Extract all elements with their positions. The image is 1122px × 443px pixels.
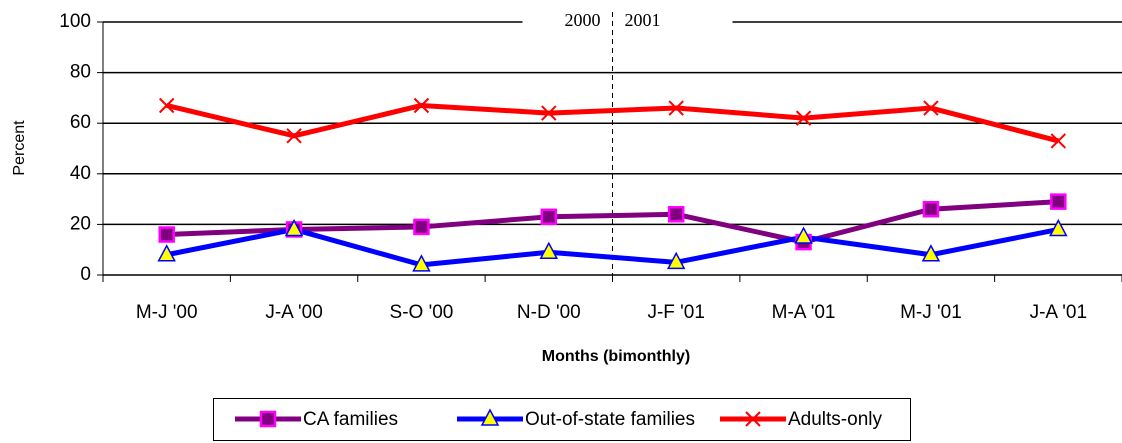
annotation-bg bbox=[522, 10, 733, 32]
marker bbox=[922, 200, 940, 218]
x-tick-label: J-A '00 bbox=[265, 302, 323, 323]
y-tick-label: 0 bbox=[80, 264, 91, 285]
legend-box bbox=[213, 398, 911, 441]
legend-marker bbox=[745, 411, 761, 427]
marker bbox=[541, 105, 557, 121]
y-tick-label: 40 bbox=[70, 163, 91, 184]
x-tick-label: M-J '00 bbox=[136, 302, 198, 323]
marker bbox=[1050, 133, 1067, 149]
marker bbox=[413, 97, 430, 114]
marker bbox=[668, 100, 684, 116]
y-tick-label: 60 bbox=[70, 112, 91, 133]
y-tick-label: 20 bbox=[70, 213, 91, 234]
legend-label: CA families bbox=[303, 409, 398, 430]
marker bbox=[794, 226, 813, 244]
marker bbox=[284, 218, 304, 237]
legend-marker bbox=[480, 408, 500, 426]
series-line bbox=[166, 102, 1059, 144]
marker bbox=[1049, 218, 1068, 237]
marker bbox=[413, 218, 430, 236]
marker bbox=[158, 226, 175, 243]
marker bbox=[921, 244, 941, 262]
x-tick-label: M-A '01 bbox=[772, 302, 836, 323]
series-line bbox=[166, 199, 1059, 245]
marker bbox=[795, 110, 812, 126]
x-tick-label: N-D '00 bbox=[517, 302, 581, 323]
marker bbox=[923, 100, 939, 116]
marker bbox=[158, 97, 175, 114]
marker bbox=[157, 244, 176, 262]
marker bbox=[540, 208, 558, 226]
x-tick-label: S-O '00 bbox=[390, 302, 454, 323]
legend-marker bbox=[259, 410, 277, 428]
x-tick-label: J-A '01 bbox=[1030, 302, 1088, 323]
y-axis-title: Percent bbox=[11, 120, 28, 176]
marker bbox=[667, 206, 685, 223]
x-tick-label: J-F '01 bbox=[647, 302, 704, 323]
y-tick-label: 100 bbox=[59, 11, 91, 32]
annotation: 2001 bbox=[625, 10, 661, 30]
x-axis-title: Months (bimonthly) bbox=[542, 348, 690, 365]
marker bbox=[286, 128, 302, 144]
marker bbox=[412, 254, 431, 272]
x-tick-label: M-J '01 bbox=[900, 302, 962, 323]
legend-label: Out-of-state families bbox=[525, 409, 695, 430]
series-line bbox=[166, 226, 1059, 268]
annotation: 2000 bbox=[565, 10, 601, 30]
y-tick-label: 80 bbox=[70, 62, 91, 83]
legend-label: Adults-only bbox=[788, 409, 882, 430]
marker bbox=[539, 241, 559, 259]
marker bbox=[666, 251, 686, 270]
marker bbox=[1050, 193, 1067, 210]
